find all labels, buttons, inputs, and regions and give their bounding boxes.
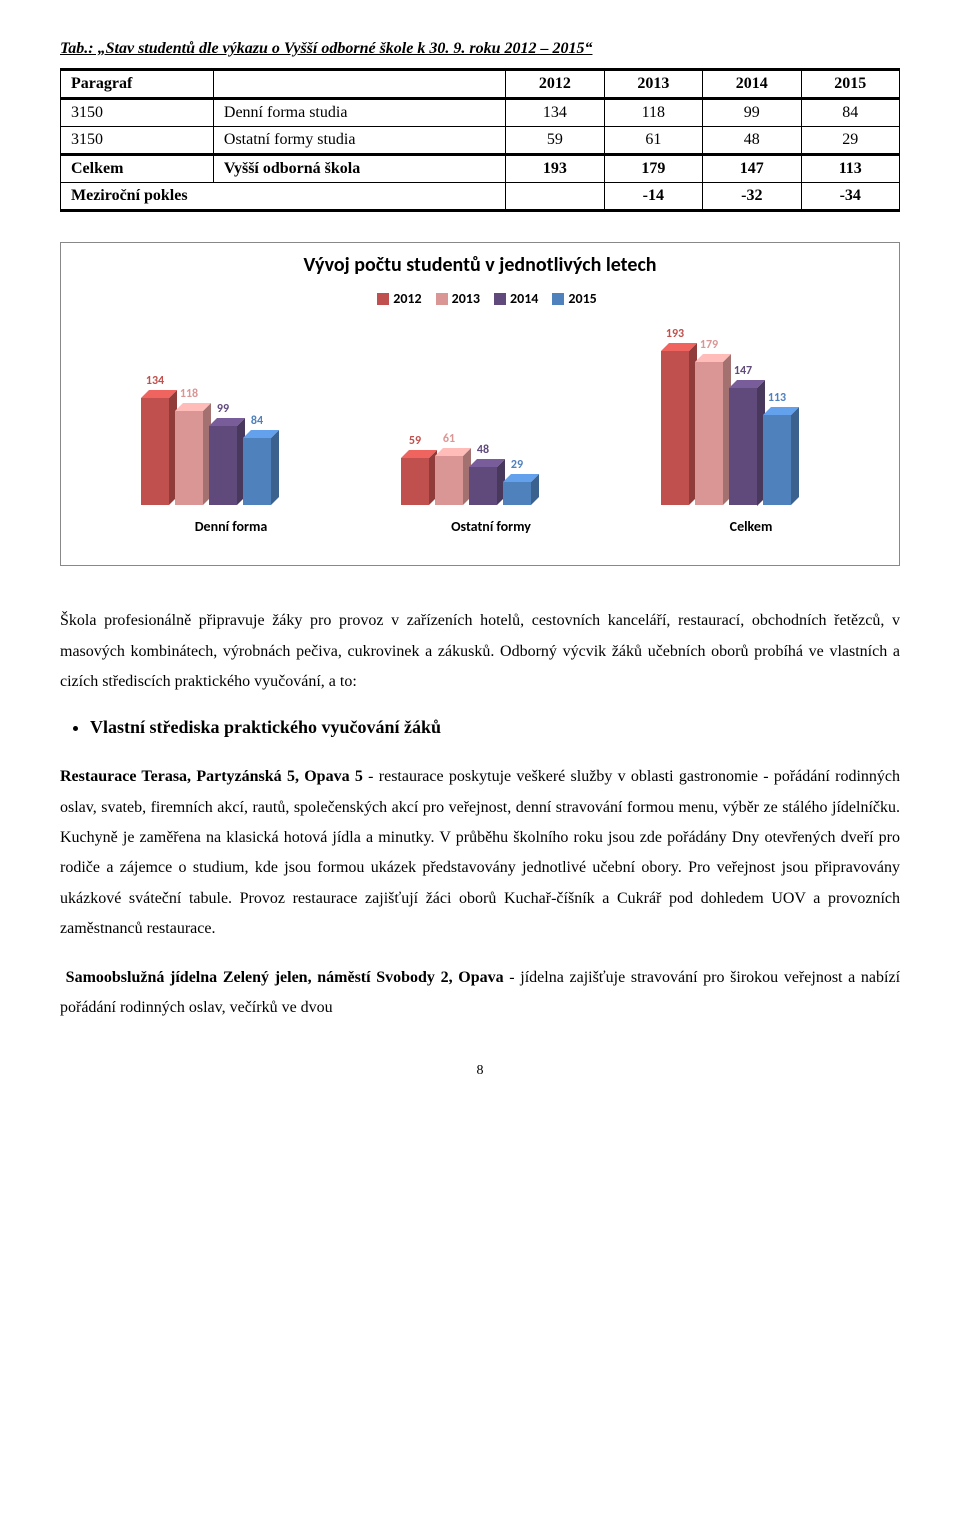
cell: -32 [703, 183, 801, 211]
cell: 113 [801, 155, 900, 183]
legend-label: 2013 [452, 290, 480, 307]
cell: 3150 [61, 127, 214, 155]
cell: 84 [801, 99, 900, 127]
th-paragraf: Paragraf [61, 70, 214, 99]
chart-container: Vývoj počtu studentů v jednotlivých lete… [60, 242, 900, 566]
cell: 179 [604, 155, 702, 183]
chart-value-label: 179 [689, 338, 729, 352]
table-row: 3150 Denní forma studia 134 118 99 84 [61, 99, 900, 127]
terasa-text: - restaurace poskytuje veškeré služby v … [60, 768, 900, 937]
cell: -14 [604, 183, 702, 211]
chart-area: 1341189984Denní forma59614829Ostatní for… [101, 325, 859, 545]
chart-value-label: 29 [497, 458, 537, 472]
page-number: 8 [60, 1063, 900, 1079]
legend-swatch [552, 293, 564, 305]
chart-value-label: 118 [169, 387, 209, 401]
chart-group-label: Denní forma [141, 518, 321, 535]
terasa-title: Restaurace Terasa, Partyzánská 5, Opava … [60, 768, 363, 785]
table-row: Meziroční pokles -14 -32 -34 [61, 183, 900, 211]
cell: 147 [703, 155, 801, 183]
legend-label: 2015 [568, 290, 596, 307]
cell: 134 [506, 99, 604, 127]
chart-value-label: 147 [723, 364, 763, 378]
th-2012: 2012 [506, 70, 604, 99]
cell: 3150 [61, 99, 214, 127]
cell: 59 [506, 127, 604, 155]
cell: Ostatní formy studia [213, 127, 505, 155]
data-table: Paragraf 2012 2013 2014 2015 3150 Denní … [60, 68, 900, 212]
paragraph-intro: Škola profesionálně připravuje žáky pro … [60, 606, 900, 697]
table-header-row: Paragraf 2012 2013 2014 2015 [61, 70, 900, 99]
bullet-item: Vlastní střediska praktického vyučování … [90, 717, 900, 738]
paragraph-terasa: Restaurace Terasa, Partyzánská 5, Opava … [60, 762, 900, 944]
paragraph-jelen: Samoobslužná jídelna Zelený jelen, náměs… [60, 963, 900, 1024]
legend-swatch [377, 293, 389, 305]
cell: Meziroční pokles [61, 183, 506, 211]
chart-value-label: 84 [237, 414, 277, 428]
chart-legend: 2012 2013 2014 2015 [81, 289, 879, 307]
th-2013: 2013 [604, 70, 702, 99]
cell: 29 [801, 127, 900, 155]
cell: Vyšší odborná škola [213, 155, 505, 183]
bullet-list: Vlastní střediska praktického vyučování … [60, 717, 900, 738]
cell: Celkem [61, 155, 214, 183]
th-2015: 2015 [801, 70, 900, 99]
cell: 118 [604, 99, 702, 127]
jelen-title: Samoobslužná jídelna Zelený jelen, náměs… [66, 969, 504, 986]
th-2014: 2014 [703, 70, 801, 99]
table-row: 3150 Ostatní formy studia 59 61 48 29 [61, 127, 900, 155]
legend-swatch [494, 293, 506, 305]
table-caption: Tab.: „Stav studentů dle výkazu o Vyšší … [60, 40, 900, 58]
th-blank [213, 70, 505, 99]
cell: 61 [604, 127, 702, 155]
cell: Denní forma studia [213, 99, 505, 127]
cell: 48 [703, 127, 801, 155]
legend-label: 2014 [510, 290, 538, 307]
chart-title: Vývoj počtu studentů v jednotlivých lete… [81, 253, 879, 277]
table-row: Celkem Vyšší odborná škola 193 179 147 1… [61, 155, 900, 183]
chart-value-label: 48 [463, 443, 503, 457]
cell: 99 [703, 99, 801, 127]
cell [506, 183, 604, 211]
chart-group-label: Celkem [661, 518, 841, 535]
legend-swatch [436, 293, 448, 305]
cell: 193 [506, 155, 604, 183]
chart-value-label: 113 [757, 391, 797, 405]
chart-group-label: Ostatní formy [401, 518, 581, 535]
legend-label: 2012 [393, 290, 421, 307]
cell: -34 [801, 183, 900, 211]
